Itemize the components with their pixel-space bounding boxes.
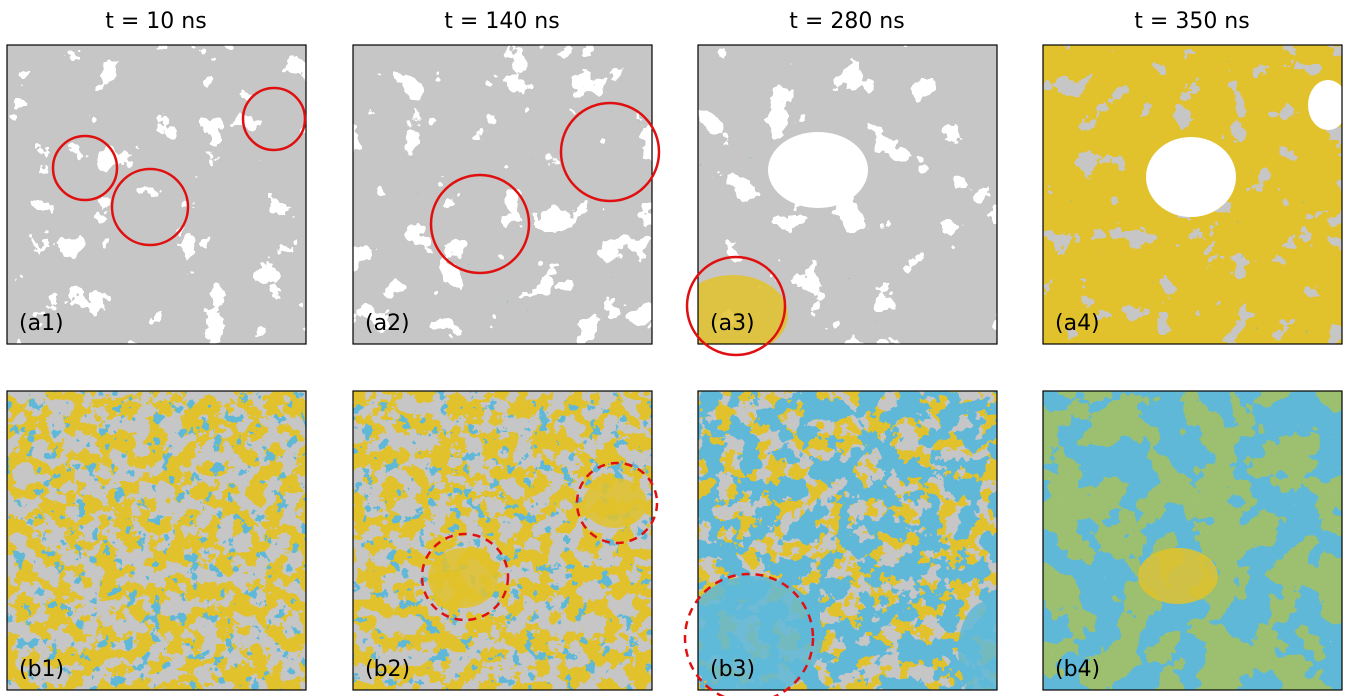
panel: (a4) (1043, 45, 1348, 344)
column-titles: t = 10 ns t = 140 ns t = 280 ns t = 350 … (105, 9, 1249, 34)
snapshot (1043, 45, 1348, 344)
snapshot (678, 45, 997, 355)
panel-label: (a3) (710, 311, 755, 336)
panel-label: (b1) (19, 657, 64, 682)
panel-label: (a2) (365, 311, 410, 336)
texture (353, 45, 652, 344)
panel-label: (b4) (1055, 657, 1100, 682)
panel-label: (a4) (1055, 311, 1100, 336)
snapshot (1043, 391, 1342, 690)
column-title: t = 350 ns (1134, 9, 1249, 34)
void (768, 132, 868, 208)
texture (1043, 391, 1342, 690)
panel: (a3) (678, 45, 997, 355)
domain (583, 478, 647, 528)
snapshot (353, 45, 652, 344)
panel-label: (b3) (710, 657, 755, 682)
texture (7, 391, 306, 690)
figure: t = 10 ns t = 140 ns t = 280 ns t = 350 … (0, 0, 1349, 696)
column-title: t = 10 ns (105, 9, 206, 34)
panels: (a1) (a2) (a3) (a4) (b1) (b2) (b3) (b4) (7, 45, 1348, 696)
snapshot (683, 391, 1018, 696)
column-title: t = 280 ns (789, 9, 904, 34)
panel: (b3) (683, 391, 1018, 696)
panel: (b4) (1043, 391, 1342, 690)
panel: (b1) (7, 391, 306, 690)
void (1146, 137, 1236, 217)
column-title: t = 140 ns (444, 9, 559, 34)
snapshot (7, 391, 306, 690)
domain (428, 548, 498, 608)
domain (1138, 548, 1218, 604)
panel-label: (b2) (365, 657, 410, 682)
panel: (a2) (353, 45, 652, 344)
panel-label: (a1) (19, 311, 64, 336)
